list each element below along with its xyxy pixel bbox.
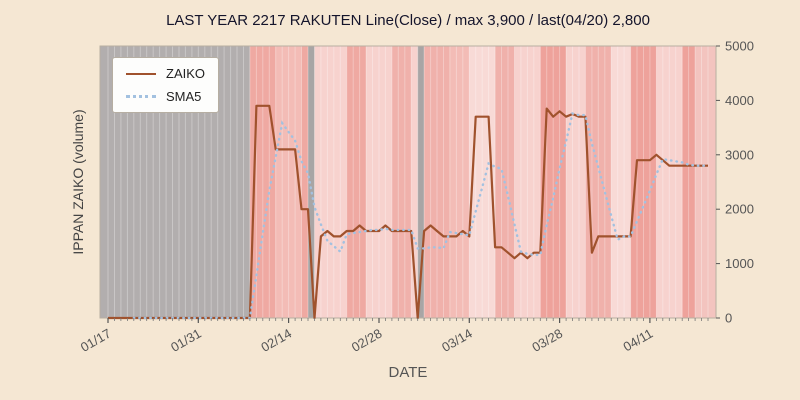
zaiko-line-swatch [126, 72, 156, 75]
svg-text:3000: 3000 [725, 147, 754, 162]
legend-label-zaiko: ZAIKO [166, 66, 206, 81]
svg-text:01/17: 01/17 [78, 326, 114, 355]
svg-text:03/28: 03/28 [529, 326, 565, 355]
sma5-line-swatch [126, 95, 156, 98]
legend: ZAIKO SMA5 [112, 57, 220, 113]
svg-text:01/31: 01/31 [168, 326, 204, 355]
svg-text:1000: 1000 [725, 256, 754, 271]
chart-title: LAST YEAR 2217 RAKUTEN Line(Close) / max… [166, 12, 650, 29]
svg-text:2000: 2000 [725, 202, 754, 217]
svg-text:03/14: 03/14 [439, 326, 475, 355]
svg-text:02/14: 02/14 [258, 326, 294, 355]
svg-text:5000: 5000 [725, 39, 754, 54]
legend-entry-sma5: SMA5 [126, 89, 205, 104]
svg-text:4000: 4000 [725, 93, 754, 108]
svg-text:0: 0 [725, 311, 732, 326]
x-axis-label: DATE [388, 364, 428, 381]
svg-text:02/28: 02/28 [349, 326, 385, 355]
legend-label-sma5: SMA5 [166, 89, 202, 104]
legend-entry-zaiko: ZAIKO [126, 66, 205, 81]
svg-text:04/11: 04/11 [621, 326, 656, 355]
